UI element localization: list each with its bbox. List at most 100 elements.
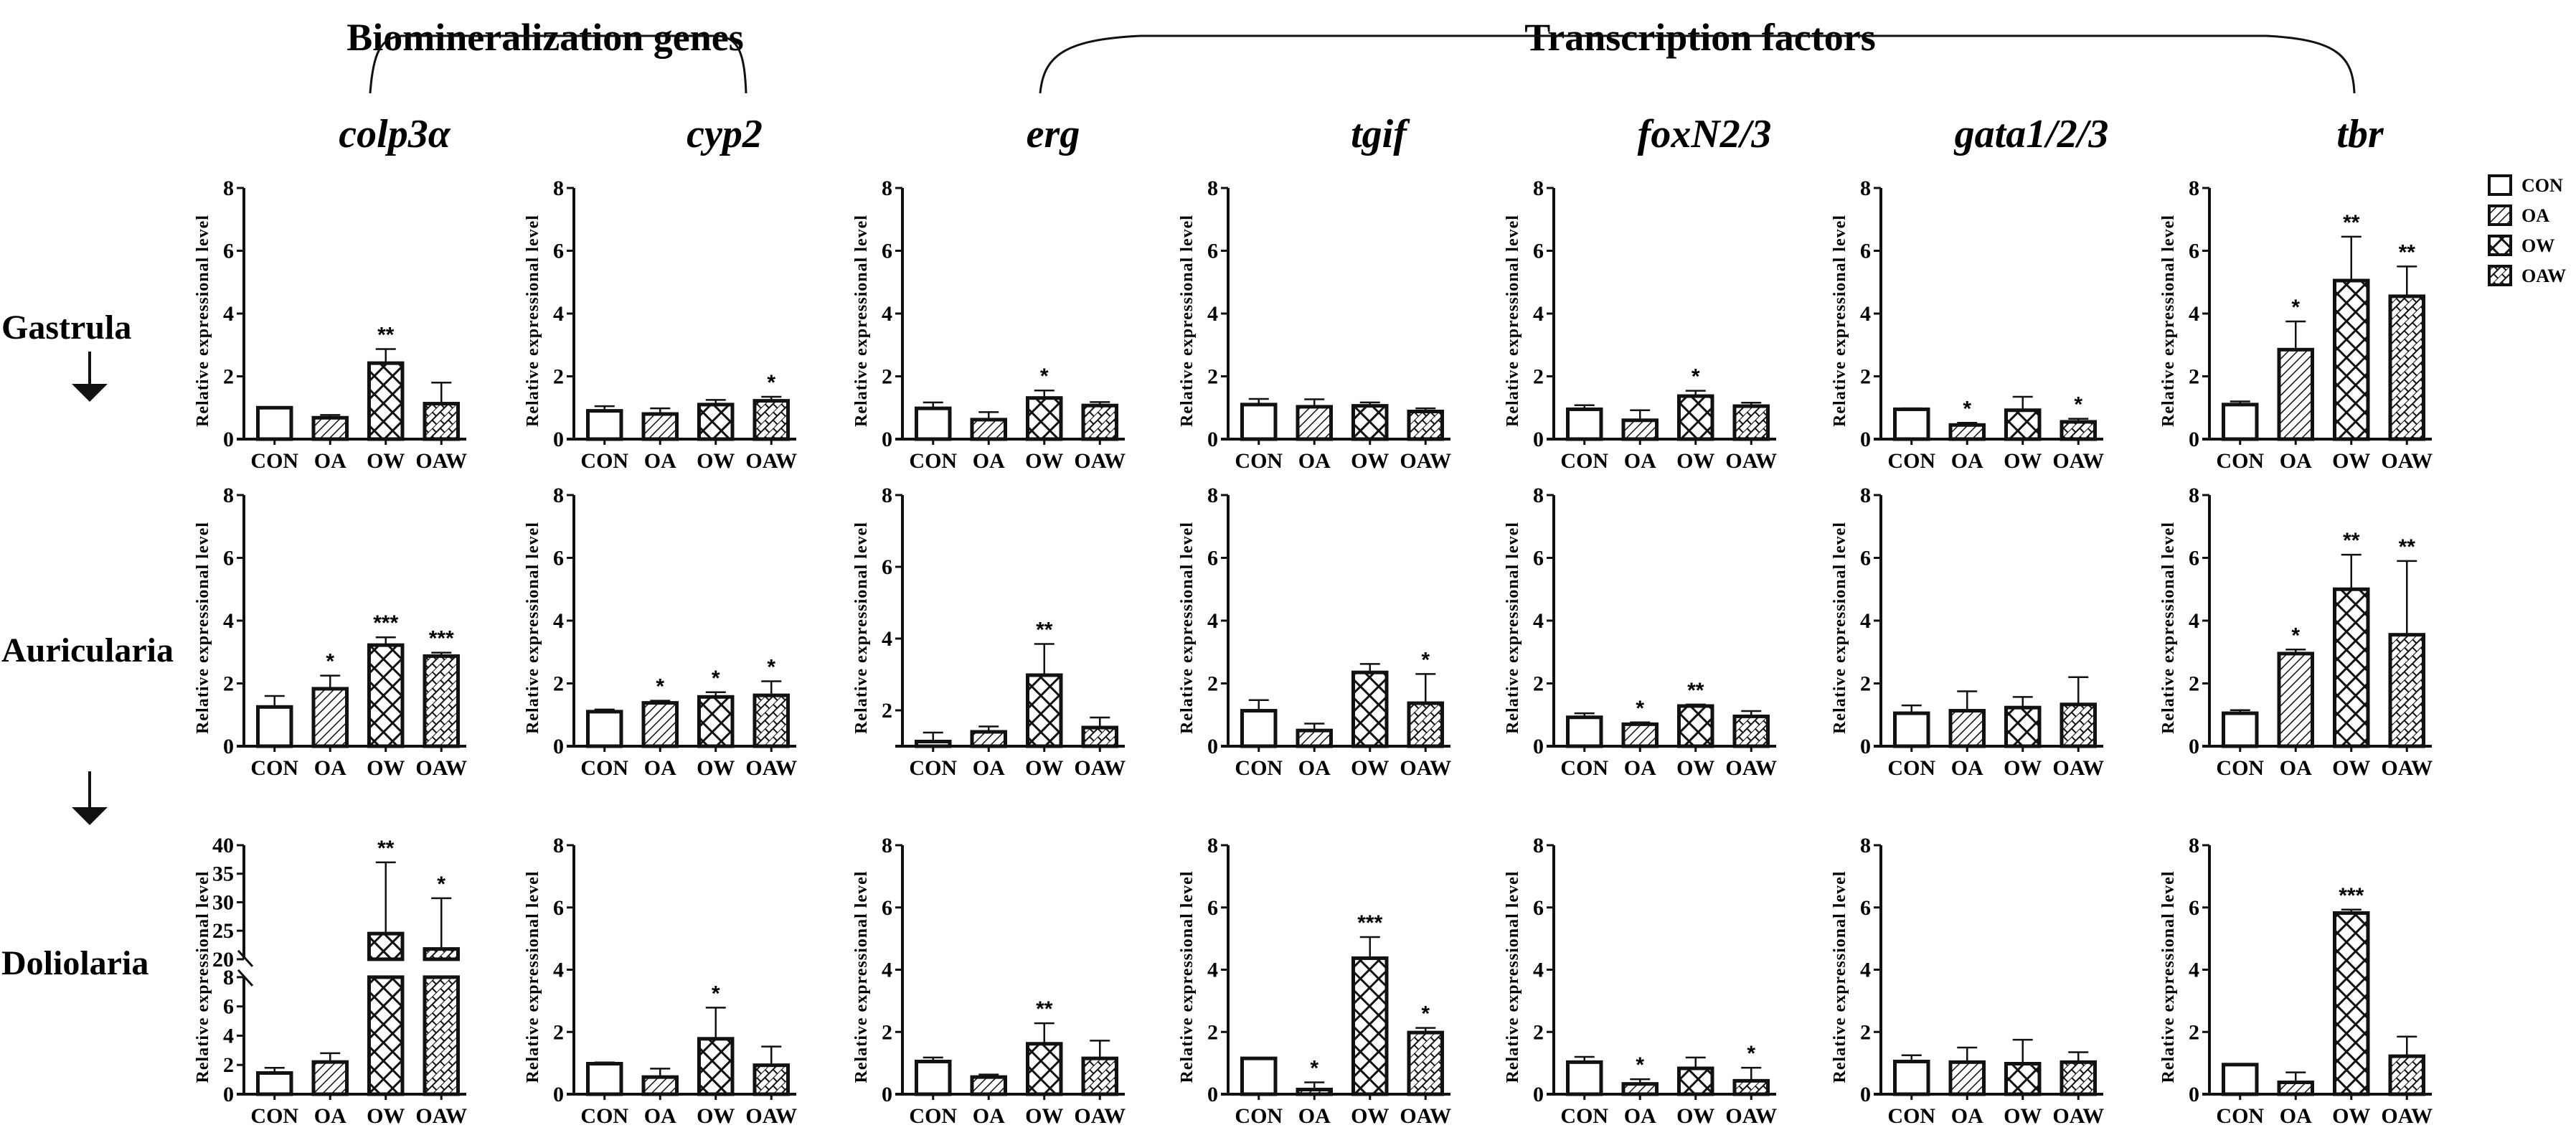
bar-rect [1081, 403, 1118, 441]
bar-ow [1351, 663, 1389, 748]
significance-marker: *** [373, 611, 398, 635]
bar-lower-segment [423, 975, 460, 1096]
bar-oa [311, 1052, 349, 1096]
brace-transcription [1039, 34, 2356, 94]
bar-rect [1296, 1087, 1333, 1096]
bar-oaw [1732, 710, 1770, 748]
y-tick-label: 4 [223, 1024, 234, 1048]
bar-oaw [2060, 1051, 2097, 1096]
x-tick-label: CON [909, 1104, 957, 1128]
bar-oa [1621, 409, 1659, 441]
bar-con [256, 405, 293, 441]
bar-con [1566, 404, 1603, 441]
y-tick-label: 0 [223, 428, 234, 451]
x-tick-label: OAW [2052, 1104, 2104, 1128]
significance-marker: *** [429, 627, 454, 651]
x-tick-label: OA [1624, 756, 1656, 780]
x-tick-label: CON [250, 1104, 298, 1128]
x-tick-label: CON [909, 449, 957, 473]
bar-rect [970, 730, 1007, 748]
x-tick-label: CON [1235, 1104, 1283, 1128]
x-tick-label: OW [697, 1104, 735, 1128]
y-axis-label: Relative expressional level [2159, 215, 2178, 427]
x-tick-label: OW [1025, 756, 1063, 780]
y-tick-label: 6 [2189, 240, 2199, 263]
bar-ow: ** [367, 837, 405, 1096]
legend-item-oaw: OAW [2488, 265, 2566, 286]
y-tick-label: 6 [1533, 896, 1544, 920]
significance-marker: * [1310, 1057, 1318, 1081]
y-axis-label: Relative expressional level [1831, 215, 1849, 427]
bar-rect [641, 701, 679, 748]
y-tick-label: 8 [2189, 834, 2199, 857]
bar-oa [641, 1068, 679, 1096]
y-tick-label: 0 [882, 1083, 892, 1106]
bar-oa: * [1948, 397, 1986, 441]
bar-rect [2388, 633, 2425, 748]
bar-con [586, 1061, 623, 1096]
x-tick-label: OA [2280, 756, 2312, 780]
y-tick-label: 6 [1533, 240, 1544, 263]
y-tick-label: 4 [1207, 609, 1218, 633]
x-tick-label: OAW [1725, 449, 1777, 473]
panel-auricularia-tgif: 0 2 4 6 8 Relative expressional level CON OA OW *… [1178, 484, 1451, 780]
bar-oa [970, 725, 1007, 748]
bar-rect [423, 402, 460, 441]
group-title-transcription: Transcription factors [1524, 16, 1875, 59]
panel-auricularia-colp3: 0 2 4 6 8 Relative expressional level CON * OA **… [194, 484, 467, 780]
bar-ow: * [1677, 365, 1714, 441]
group-title-biomineralization: Biomineralization genes [346, 16, 743, 59]
bar-rect [423, 654, 460, 748]
bar-oa: * [2277, 624, 2314, 748]
significance-marker: * [712, 982, 720, 1005]
x-tick-label: OA [973, 756, 1005, 780]
bar-ow: * [697, 667, 735, 748]
arrow-down-icon [72, 771, 108, 825]
x-tick-label: OW [2004, 1104, 2042, 1128]
y-tick-label: 4 [553, 959, 564, 982]
y-tick-label: 4 [1533, 302, 1544, 326]
y-tick-label: 0 [1860, 735, 1871, 758]
y-axis-label: Relative expressional level [1178, 871, 1197, 1083]
y-tick-label: 4 [223, 609, 234, 633]
y-tick-label: 6 [1207, 896, 1218, 920]
x-tick-label: OW [2004, 756, 2042, 780]
y-tick-label: 0 [882, 428, 892, 451]
significance-marker: * [1040, 364, 1049, 388]
x-tick-label: OAW [2052, 449, 2104, 473]
y-tick-label: 4 [1860, 959, 1871, 982]
x-tick-label: CON [250, 756, 298, 780]
significance-marker: ** [377, 323, 395, 347]
axis-break-mark [237, 969, 254, 987]
bar-rect [1351, 956, 1389, 1096]
x-tick-label: OA [973, 449, 1005, 473]
panel-gastrula-tbr: 0 2 4 6 8 Relative expressional level CON * OA **… [2159, 177, 2433, 473]
bar-rect [1081, 1056, 1118, 1096]
bar-rect [1026, 396, 1063, 441]
bar-ow: ** [367, 323, 405, 441]
legend-item-con: CON [2488, 174, 2563, 196]
significance-marker: ** [2399, 535, 2416, 559]
y-tick-label: 2 [553, 365, 564, 389]
y-axis-label: Relative expressional level [2159, 522, 2178, 734]
panel-doliolaria-gata1-2-3: 0 2 4 6 8 Relative expressional level CON OA OW O… [1831, 834, 2104, 1128]
y-tick-label: 4 [553, 302, 564, 326]
legend-swatch [2488, 174, 2512, 196]
panel-doliolaria-foxn2-3: 0 2 4 6 8 Relative expressional level CON * OA OW… [1504, 834, 1777, 1128]
bar-ow: ** [2333, 529, 2370, 748]
x-tick-label: OAW [1074, 756, 1126, 780]
bar-rect [752, 399, 790, 441]
y-tick-label: 8 [2189, 484, 2199, 507]
x-tick-label: OW [1676, 756, 1714, 780]
significance-marker: * [2291, 296, 2300, 319]
legend: CON OA OW OAW [2488, 174, 2566, 286]
bar-oaw: ** [2388, 240, 2425, 441]
y-tick-label: 8 [1533, 834, 1544, 857]
panel-doliolaria-tbr: 0 2 4 6 8 Relative expressional level CON OA ***… [2159, 834, 2433, 1128]
bar-rect [697, 695, 735, 748]
panel-auricularia-gata1-2-3: 0 2 4 6 8 Relative expressional level CON OA OW O… [1831, 484, 2104, 780]
y-tick-label: 8 [553, 484, 564, 507]
x-tick-label: OAW [2381, 449, 2433, 473]
x-tick-label: OA [644, 449, 676, 473]
